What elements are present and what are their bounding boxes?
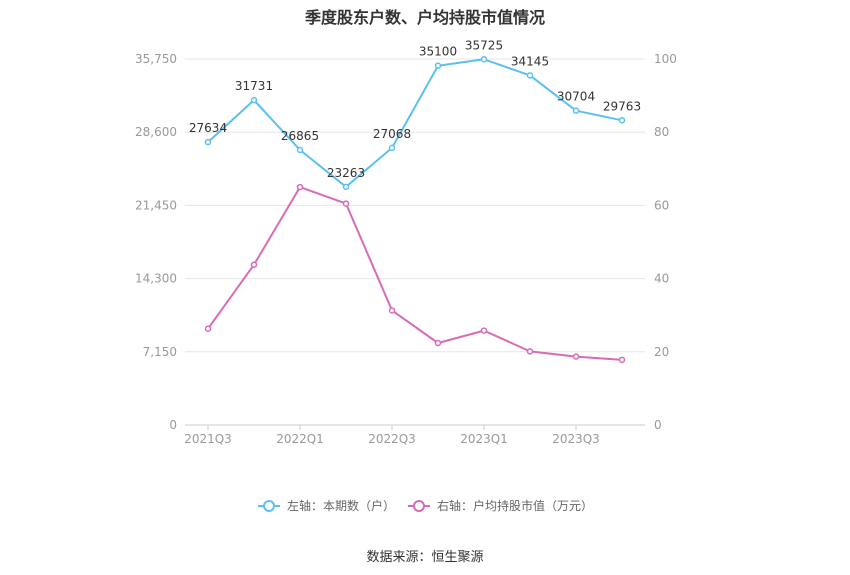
data-point[interactable]	[388, 144, 396, 152]
right-tick-label: 40	[654, 272, 669, 286]
data-point[interactable]	[250, 96, 258, 104]
data-point[interactable]	[250, 261, 258, 268]
data-point[interactable]	[296, 183, 304, 191]
data-point[interactable]	[388, 307, 396, 314]
data-point[interactable]	[480, 327, 488, 334]
data-source: 数据来源：恒生聚源	[366, 550, 484, 565]
x-tick-label: 2022Q3	[368, 432, 416, 446]
chart-title: 季度股东户数、户均持股市值情况	[304, 8, 545, 27]
data-label: 30704	[557, 90, 595, 104]
right-tick-label: 0	[654, 418, 662, 432]
left-tick-label: 7,150	[143, 345, 177, 359]
data-label: 35100	[419, 45, 457, 59]
left-tick-label: 0	[169, 418, 177, 432]
right-tick-label: 100	[654, 52, 677, 66]
data-point[interactable]	[618, 117, 626, 124]
left-tick-label: 28,600	[135, 125, 177, 139]
legend[interactable]: 左轴：本期数（户） 右轴：户均持股市值（万元）	[258, 498, 593, 513]
x-tick-label: 2021Q3	[184, 432, 232, 446]
right-tick-label: 80	[654, 125, 669, 139]
x-tick-label: 2022Q1	[276, 432, 324, 446]
legend-label[interactable]: 左轴：本期数（户）	[287, 498, 395, 513]
legend-swatch-marker[interactable]	[413, 500, 425, 512]
left-tick-label: 35,750	[135, 52, 177, 66]
data-label: 34145	[511, 54, 549, 68]
data-label: 31731	[235, 79, 273, 93]
data-label: 26865	[281, 129, 319, 143]
data-point[interactable]	[618, 356, 626, 364]
x-axis: 2021Q3 2022Q1 2022Q3 2023Q1 2023Q3	[184, 425, 600, 446]
data-point[interactable]	[204, 138, 212, 146]
data-label: 27068	[373, 127, 411, 141]
right-y-axis: 0 20 40 60 80 100	[654, 52, 677, 432]
data-label: 27634	[189, 121, 227, 135]
data-point[interactable]	[342, 200, 350, 207]
series-layer: 27634 31731 26865 23263 27068 35100 35725 34145…	[189, 38, 641, 364]
data-point[interactable]	[296, 146, 304, 154]
data-label: 29763	[603, 99, 641, 113]
data-point[interactable]	[480, 56, 488, 63]
data-point[interactable]	[526, 72, 534, 79]
data-point[interactable]	[434, 62, 442, 69]
data-point[interactable]	[526, 348, 534, 355]
left-y-axis: 0 7,150 14,300 21,450 28,600 35,750	[135, 52, 177, 432]
data-point[interactable]	[204, 325, 212, 332]
x-tick-label: 2023Q1	[460, 432, 508, 446]
left-tick-label: 14,300	[135, 272, 177, 286]
data-label: 23263	[327, 166, 365, 180]
data-point[interactable]	[572, 353, 580, 360]
data-point[interactable]	[572, 107, 580, 114]
right-tick-label: 60	[654, 198, 669, 212]
series-line-1	[207, 58, 623, 188]
legend-swatch-marker[interactable]	[263, 500, 275, 512]
right-tick-label: 20	[654, 345, 669, 359]
left-tick-label: 21,450	[135, 198, 177, 212]
data-point[interactable]	[342, 183, 350, 191]
legend-label[interactable]: 右轴：户均持股市值（万元）	[437, 498, 593, 513]
data-label: 35725	[465, 38, 503, 52]
x-tick-label: 2023Q3	[552, 432, 600, 446]
grid-lines	[185, 58, 645, 426]
data-point[interactable]	[434, 339, 442, 347]
series-line-2	[207, 186, 623, 361]
